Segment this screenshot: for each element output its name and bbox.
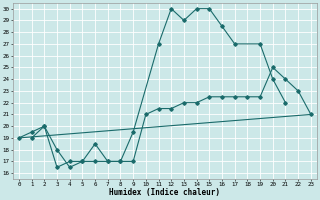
X-axis label: Humidex (Indice chaleur): Humidex (Indice chaleur) (109, 188, 220, 197)
